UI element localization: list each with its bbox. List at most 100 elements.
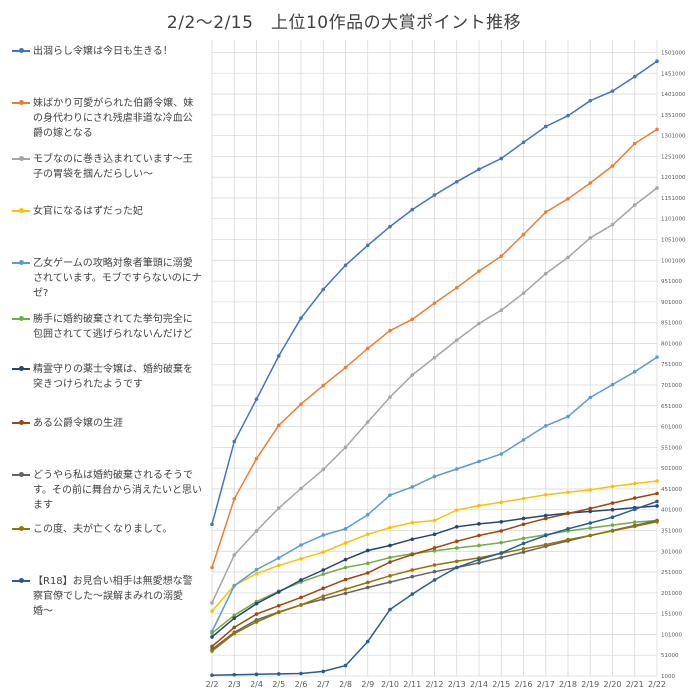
data-point <box>343 541 348 545</box>
data-point <box>276 672 281 676</box>
data-point <box>210 649 214 653</box>
y-tick-label: 251000 <box>661 570 682 576</box>
legend-label: 勝手に婚約破棄されてた挙句完全に包囲されてて逃げられないんだけど <box>33 314 193 340</box>
data-point <box>388 328 392 333</box>
data-point <box>655 499 659 504</box>
data-point <box>321 572 326 576</box>
legend-label: 妹ばかり可愛がられた伯爵令嬢、妹の身代わりにされ残虐非道な冷血公爵の嫁となる <box>33 98 194 139</box>
data-point <box>388 525 392 530</box>
y-tick-label: 1000 <box>661 674 675 680</box>
data-point <box>232 625 237 630</box>
data-point <box>299 556 303 561</box>
data-point <box>299 671 303 676</box>
data-point <box>210 635 214 639</box>
data-point <box>276 603 281 608</box>
x-tick-label: 2/22 <box>648 680 666 689</box>
data-point <box>454 338 459 342</box>
legend-marker-icon <box>12 366 30 371</box>
chart-title: 2/2〜2/15 上位10作品の大賞ポイント推移 <box>166 13 522 33</box>
data-point <box>499 500 504 505</box>
data-point <box>499 156 504 161</box>
series-3 <box>210 186 659 605</box>
data-point <box>365 580 370 585</box>
data-point <box>477 533 481 538</box>
data-point <box>588 181 593 185</box>
data-point <box>343 565 348 570</box>
data-point <box>343 587 348 591</box>
data-point <box>299 402 303 406</box>
data-point <box>343 445 348 450</box>
y-tick-label: 601000 <box>661 425 682 431</box>
data-point <box>254 456 259 461</box>
y-tick-label: 351000 <box>661 529 682 535</box>
x-tick-label: 2/6 <box>295 680 308 689</box>
data-point <box>299 603 303 607</box>
data-point <box>655 59 659 63</box>
data-point <box>321 383 326 388</box>
data-point <box>410 552 415 557</box>
data-point <box>276 556 281 560</box>
data-point <box>321 669 326 674</box>
y-tick-label: 851000 <box>661 321 682 327</box>
data-point <box>632 203 637 207</box>
data-point <box>477 167 481 172</box>
data-point <box>543 210 548 214</box>
data-point <box>632 141 637 146</box>
y-tick-label: 151000 <box>661 612 682 618</box>
data-point <box>477 459 481 464</box>
data-point <box>365 561 370 566</box>
y-tick-label: 751000 <box>661 362 682 368</box>
data-point <box>365 420 370 424</box>
data-point <box>210 673 214 677</box>
x-tick-label: 2/13 <box>448 680 466 689</box>
y-tick-label: 551000 <box>661 445 682 451</box>
data-point <box>454 546 459 550</box>
data-point <box>521 541 526 546</box>
data-point <box>299 543 303 547</box>
data-point <box>588 487 593 492</box>
legend-marker-icon <box>12 578 30 583</box>
data-point <box>432 518 437 523</box>
data-point <box>365 548 370 553</box>
data-point <box>432 578 437 582</box>
data-point <box>521 438 526 442</box>
data-point <box>365 346 370 351</box>
legend-label: 乙女ゲームの攻略対象者筆頭に溺愛されています。モブですらないのにナゼ? <box>33 258 202 299</box>
data-point <box>454 539 459 544</box>
legend-label: 出涸らし令嬢は今日も生きる！ <box>33 46 173 57</box>
data-point <box>232 553 237 557</box>
legend-entry: この度、夫が亡くなりまして。 <box>12 522 202 537</box>
legend-marker-icon <box>12 100 30 105</box>
data-point <box>276 423 281 428</box>
data-point <box>521 291 526 295</box>
data-point <box>276 610 281 615</box>
data-point <box>321 586 326 591</box>
x-tick-label: 2/9 <box>361 680 374 689</box>
data-point <box>388 493 392 497</box>
data-point <box>477 561 481 565</box>
legend-entry: どうやら私は婚約破棄されるそうです。その前に舞台から消えたいと思います <box>12 468 202 513</box>
x-tick-label: 2/17 <box>537 680 555 689</box>
data-point <box>543 492 548 497</box>
data-point <box>543 423 548 428</box>
data-point <box>210 522 214 527</box>
data-point <box>477 543 481 548</box>
data-point <box>343 527 348 531</box>
x-tick-label: 2/20 <box>604 680 622 689</box>
data-point <box>521 496 526 501</box>
data-point <box>254 672 259 677</box>
y-tick-label: 1201000 <box>661 175 686 181</box>
data-point <box>388 607 392 612</box>
data-point <box>655 355 659 359</box>
data-point <box>365 532 370 537</box>
legend-entry: 【R18】お見合い相手は無愛想な警察官僚でした〜誤解まみれの溺愛婚〜 <box>12 574 202 619</box>
data-point <box>321 467 326 472</box>
data-point <box>388 555 392 560</box>
data-point <box>499 452 504 456</box>
data-point <box>388 580 392 584</box>
data-point <box>232 672 237 677</box>
data-point <box>499 519 504 524</box>
data-point <box>299 578 303 582</box>
data-point <box>410 568 415 572</box>
data-point <box>388 543 392 548</box>
